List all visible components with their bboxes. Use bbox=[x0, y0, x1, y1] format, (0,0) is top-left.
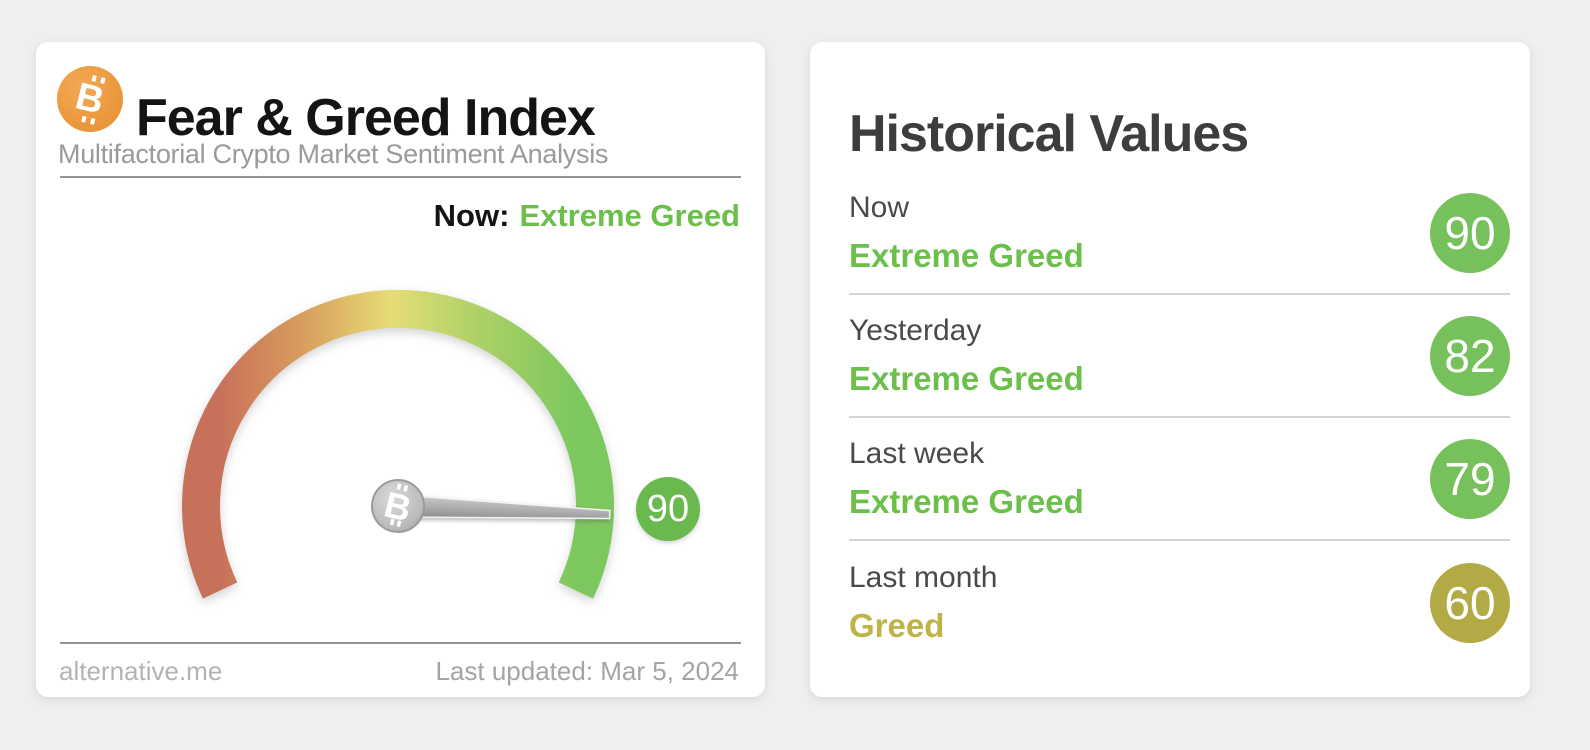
row-classification: Extreme Greed bbox=[849, 359, 1084, 397]
historical-values-card: Historical Values Now Extreme Greed 90 Y… bbox=[810, 42, 1530, 697]
row-value-badge: 60 bbox=[1430, 562, 1510, 643]
row-period-label: Yesterday bbox=[849, 313, 982, 347]
row-text-group: Last month Greed bbox=[849, 561, 997, 645]
page-title: Fear & Greed Index bbox=[136, 89, 596, 147]
needle-hub bbox=[371, 479, 425, 533]
now-label: Now: bbox=[433, 198, 510, 233]
bitcoin-icon: B bbox=[57, 66, 123, 132]
row-value-badge: 90 bbox=[1430, 192, 1510, 273]
page-subtitle: Multifactorial Crypto Market Sentiment A… bbox=[58, 139, 609, 169]
historical-row: Last week Extreme Greed 79 bbox=[849, 418, 1510, 541]
historical-row: Now Extreme Greed 90 bbox=[849, 172, 1510, 295]
source-link[interactable]: alternative.me bbox=[59, 656, 223, 686]
historical-row: Yesterday Extreme Greed 82 bbox=[849, 295, 1510, 418]
row-text-group: Last week Extreme Greed bbox=[849, 437, 1084, 521]
row-classification: Extreme Greed bbox=[849, 236, 1084, 274]
gauge-arc bbox=[182, 289, 614, 599]
gauge-value-badge: 90 bbox=[636, 477, 700, 541]
row-classification: Greed bbox=[849, 606, 945, 644]
row-text-group: Now Extreme Greed bbox=[849, 191, 1084, 275]
historical-row: Last month Greed 60 bbox=[849, 541, 1510, 664]
row-value-badge: 82 bbox=[1430, 315, 1510, 396]
now-classification: Extreme Greed bbox=[519, 198, 740, 233]
fear-greed-gauge: B bbox=[182, 289, 614, 599]
row-period-label: Now bbox=[849, 190, 910, 224]
historical-rows: Now Extreme Greed 90 Yesterday Extreme G… bbox=[849, 172, 1510, 664]
fear-greed-card: B Fear & Greed Index Multifactorial Cryp… bbox=[36, 42, 765, 697]
row-text-group: Yesterday Extreme Greed bbox=[849, 314, 1084, 398]
row-period-label: Last week bbox=[849, 436, 985, 470]
row-period-label: Last month bbox=[849, 560, 998, 594]
header-divider bbox=[60, 176, 741, 178]
historical-title: Historical Values bbox=[849, 105, 1249, 163]
footer-divider bbox=[60, 642, 741, 644]
row-classification: Extreme Greed bbox=[849, 482, 1084, 520]
last-updated-text: Last updated: Mar 5, 2024 bbox=[435, 656, 739, 686]
row-value-badge: 79 bbox=[1430, 438, 1510, 519]
current-sentiment: Now: Extreme Greed bbox=[434, 198, 740, 234]
